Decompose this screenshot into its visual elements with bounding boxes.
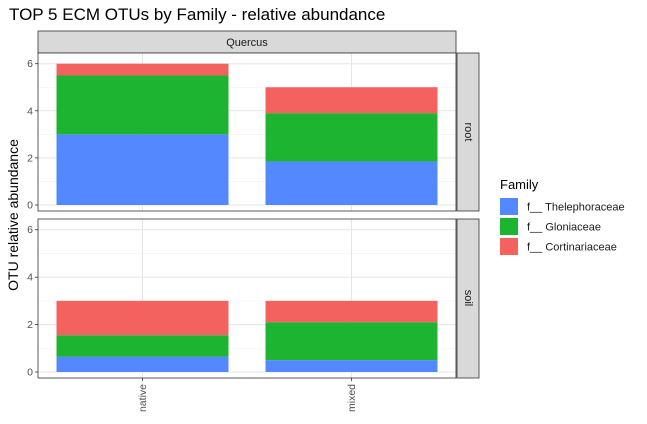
bar-root-mixed-fcortinariaceae (265, 87, 438, 114)
bar-root-mixed-fthelephoraceae (265, 161, 438, 205)
legend: f__ Thelephoraceae f__ Gloniaceae f__ Cort… (500, 198, 625, 255)
row-facet-strip-root (456, 52, 480, 212)
y-tick-label: 4 (27, 272, 33, 284)
legend-swatch (500, 238, 518, 255)
legend-entry-label: f__ Thelephoraceae (527, 202, 625, 214)
y-tick-label: 2 (27, 152, 33, 164)
chart-panels: 0 2 4 6 0 2 4 6 (27, 52, 457, 379)
bar-soil-mixed-fcortinariaceae (265, 300, 438, 323)
y-tick-label: 4 (27, 105, 33, 117)
bar-root-native-fgloniaceae (56, 75, 229, 135)
bar-root-native-fthelephoraceae (56, 134, 229, 205)
legend-title: Family (500, 177, 539, 192)
x-axis-ticks: native mixed (137, 378, 358, 412)
bar-soil-mixed-fgloniaceae (265, 322, 438, 361)
legend-swatch (500, 198, 518, 215)
legend-entry-label: f__ Gloniaceae (527, 222, 601, 234)
panel-border-root (37, 52, 457, 212)
panel-border-soil (37, 218, 457, 379)
legend-entry-label: f__ Cortinariaceae (527, 242, 617, 254)
y-tick-label: 0 (27, 367, 33, 379)
bar-soil-native-fcortinariaceae (56, 300, 229, 336)
y-tick-label: 0 (27, 200, 33, 212)
bar-root-mixed-fgloniaceae (265, 113, 438, 162)
bar-root-native-fcortinariaceae (56, 63, 229, 76)
bar-soil-mixed-fthelephoraceae (265, 360, 438, 372)
bar-soil-native-fgloniaceae (56, 335, 229, 357)
chart-title: TOP 5 ECM OTUs by Family - relative abun… (9, 5, 385, 24)
y-tick-label: 6 (27, 224, 33, 236)
y-axis-label: OTU relative abundance (5, 139, 21, 291)
row-facet-strip-soil (456, 218, 480, 379)
legend-swatch (500, 218, 518, 235)
y-tick-label: 6 (27, 58, 33, 70)
row-facet-label-root: root (462, 123, 474, 142)
x-tick-label-mixed: mixed (346, 384, 358, 412)
x-tick-label-native: native (137, 384, 149, 412)
row-facet-label-soil: soil (462, 290, 474, 307)
bar-soil-native-fthelephoraceae (56, 356, 229, 372)
y-tick-label: 2 (27, 319, 33, 331)
column-facet-label: Quercus (226, 37, 268, 49)
